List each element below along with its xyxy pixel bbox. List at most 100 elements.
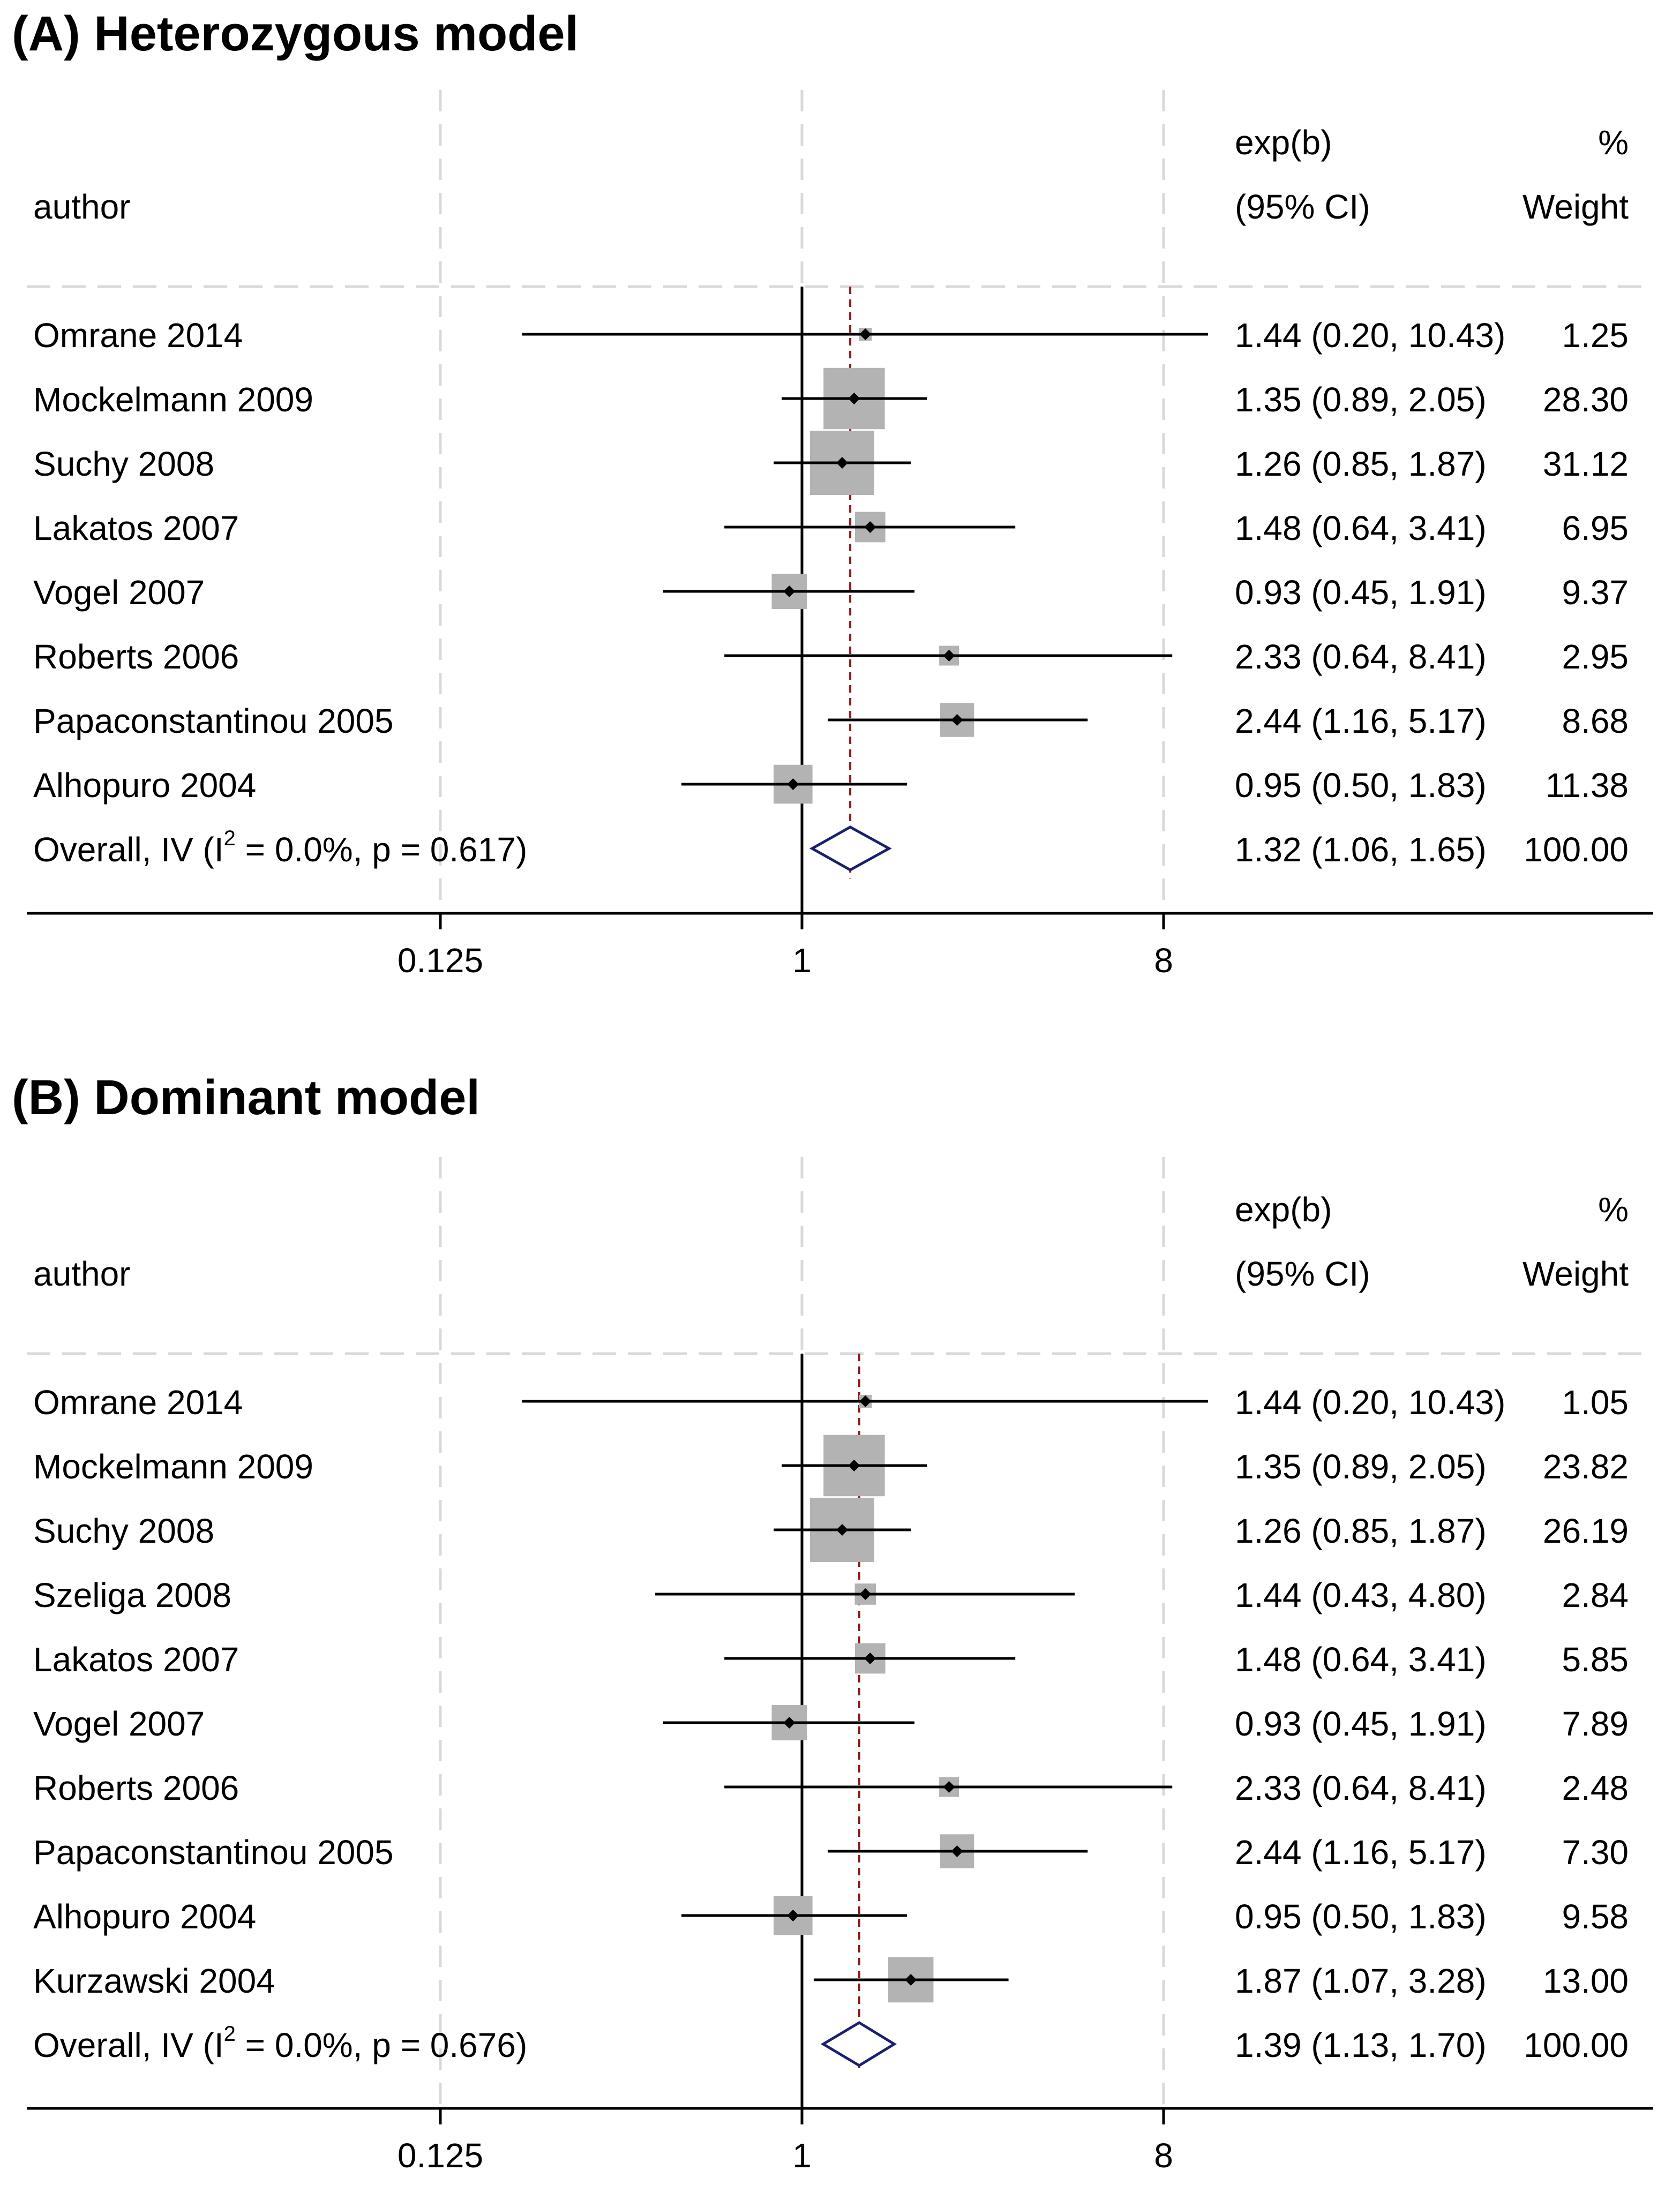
point-estimate-marker bbox=[951, 1845, 963, 1857]
panel-b-study-label: Lakatos 2007 bbox=[33, 1640, 239, 1679]
panel-a-study-weight-text: 31.12 bbox=[1543, 445, 1629, 483]
panel-b-header-study: author bbox=[33, 1255, 130, 1293]
panel-a-header-effect-2: (95% CI) bbox=[1235, 187, 1370, 226]
panel-b-overall-weight-text: 100.00 bbox=[1524, 2026, 1629, 2064]
overall-diamond bbox=[820, 2021, 897, 2067]
panel-b-study-ci-text: 1.44 (0.43, 4.80) bbox=[1235, 1576, 1487, 1614]
panel-a-study-weight-text: 9.37 bbox=[1562, 573, 1629, 612]
panel-b-study-weight-text: 1.05 bbox=[1562, 1383, 1629, 1422]
point-estimate-marker bbox=[836, 457, 849, 469]
panel-a-study-ci-text: 2.44 (1.16, 5.17) bbox=[1235, 702, 1487, 740]
panel-b-header-effect-1: exp(b) bbox=[1235, 1190, 1332, 1229]
panel-b-study-weight-text: 7.89 bbox=[1562, 1704, 1629, 1743]
panel-b-study-label: Szeliga 2008 bbox=[33, 1576, 231, 1614]
point-estimate-marker bbox=[905, 1974, 917, 1986]
panel-b-study-ci-text: 0.95 (0.50, 1.83) bbox=[1235, 1897, 1487, 1936]
panel-a-overall-label: Overall, IV (I2 = 0.0%, p = 0.617) bbox=[33, 827, 527, 869]
panel-a-x-tick-label-0125: 0.125 bbox=[398, 941, 483, 980]
panel-b-study-ci-text: 1.35 (0.89, 2.05) bbox=[1235, 1447, 1487, 1486]
panel-a-study-row: Roberts 2006 2.33 (0.64, 8.41) 2.95 bbox=[33, 637, 1629, 676]
point-estimate-marker bbox=[848, 393, 860, 404]
panel-b-study-label: Alhopuro 2004 bbox=[33, 1897, 256, 1936]
panel-a-study-label: Papaconstantinou 2005 bbox=[33, 702, 394, 740]
point-estimate-marker bbox=[864, 521, 876, 533]
panel-a-study-weight-text: 28.30 bbox=[1543, 380, 1629, 419]
panel-a-study-ci-text: 1.48 (0.64, 3.41) bbox=[1235, 509, 1487, 547]
point-estimate-marker bbox=[787, 1910, 799, 1921]
panel-b-study-ci-text: 1.87 (1.07, 3.28) bbox=[1235, 1962, 1487, 2000]
panel-b-study-row: Vogel 2007 0.93 (0.45, 1.91) 7.89 bbox=[33, 1704, 1629, 1743]
panel-b-study-weight-text: 2.48 bbox=[1562, 1769, 1629, 1807]
panel-b-study-row: Roberts 2006 2.33 (0.64, 8.41) 2.48 bbox=[33, 1769, 1629, 1807]
panel-b-header-effect-2: (95% CI) bbox=[1235, 1255, 1370, 1293]
panel-a-study-label: Lakatos 2007 bbox=[33, 509, 239, 547]
panel-b: (B) Dominant model exp(b) % author (95% … bbox=[12, 1070, 1653, 2175]
panel-a-study-ci-text: 2.33 (0.64, 8.41) bbox=[1235, 637, 1487, 676]
point-estimate-marker bbox=[943, 1781, 955, 1793]
panel-a-x-tick-label-8: 8 bbox=[1154, 941, 1173, 980]
panel-b-x-tick-label-0125: 0.125 bbox=[398, 2136, 483, 2175]
panel-a-study-weight-text: 6.95 bbox=[1562, 509, 1629, 547]
point-estimate-marker bbox=[859, 1588, 872, 1600]
panel-b-study-row: Mockelmann 2009 1.35 (0.89, 2.05) 23.82 bbox=[33, 1435, 1629, 1497]
panel-a-study-label: Omrane 2014 bbox=[33, 316, 243, 355]
panel-a-study-label: Alhopuro 2004 bbox=[33, 766, 256, 805]
panel-b-study-ci-text: 1.26 (0.85, 1.87) bbox=[1235, 1512, 1487, 1550]
panel-b-title: (B) Dominant model bbox=[12, 1070, 480, 1125]
panel-a-study-label: Vogel 2007 bbox=[33, 573, 205, 612]
panel-a-study-ci-text: 1.26 (0.85, 1.87) bbox=[1235, 445, 1487, 483]
panel-a-study-label: Mockelmann 2009 bbox=[33, 380, 313, 419]
panel-b-study-label: Papaconstantinou 2005 bbox=[33, 1833, 394, 1872]
point-estimate-marker bbox=[951, 714, 963, 726]
panel-a-study-weight-text: 8.68 bbox=[1562, 702, 1629, 740]
panel-a-header-study: author bbox=[33, 187, 130, 226]
panel-b-study-ci-text: 2.33 (0.64, 8.41) bbox=[1235, 1769, 1487, 1807]
panel-b-study-row: Alhopuro 2004 0.95 (0.50, 1.83) 9.58 bbox=[33, 1896, 1629, 1936]
point-estimate-marker bbox=[836, 1524, 849, 1536]
panel-a-study-row: Omrane 2014 1.44 (0.20, 10.43) 1.25 bbox=[33, 316, 1629, 355]
panel-b-header-weight-2: Weight bbox=[1522, 1255, 1629, 1293]
panel-a-overall-ci-text: 1.32 (1.06, 1.65) bbox=[1235, 830, 1487, 869]
panel-a-study-ci-text: 0.95 (0.50, 1.83) bbox=[1235, 766, 1487, 805]
panel-a-study-row: Vogel 2007 0.93 (0.45, 1.91) 9.37 bbox=[33, 573, 1629, 612]
panel-a-study-row: Alhopuro 2004 0.95 (0.50, 1.83) 11.38 bbox=[33, 764, 1629, 805]
panel-a-study-row: Papaconstantinou 2005 2.44 (1.16, 5.17) … bbox=[33, 702, 1629, 740]
panel-b-overall-label: Overall, IV (I2 = 0.0%, p = 0.676) bbox=[33, 2022, 527, 2064]
panel-b-study-weight-text: 5.85 bbox=[1562, 1640, 1629, 1679]
panel-b-study-label: Roberts 2006 bbox=[33, 1769, 239, 1807]
panel-b-study-label: Omrane 2014 bbox=[33, 1383, 243, 1422]
panel-b-study-ci-text: 1.44 (0.20, 10.43) bbox=[1235, 1383, 1505, 1422]
panel-b-x-tick-label-8: 8 bbox=[1154, 2136, 1173, 2175]
point-estimate-marker bbox=[783, 585, 796, 597]
panel-a-title: (A) Heterozygous model bbox=[12, 6, 579, 61]
panel-b-study-row: Omrane 2014 1.44 (0.20, 10.43) 1.05 bbox=[33, 1383, 1629, 1422]
panel-b-study-label: Suchy 2008 bbox=[33, 1512, 214, 1550]
panel-b-study-label: Vogel 2007 bbox=[33, 1704, 205, 1743]
panel-b-study-row: Papaconstantinou 2005 2.44 (1.16, 5.17) … bbox=[33, 1833, 1629, 1872]
panel-a-overall-row: Overall, IV (I2 = 0.0%, p = 0.617) 1.32 … bbox=[33, 825, 1629, 872]
panel-b-study-ci-text: 2.44 (1.16, 5.17) bbox=[1235, 1833, 1487, 1872]
panel-a-study-weight-text: 2.95 bbox=[1562, 637, 1629, 676]
panel-b-header-weight-1: % bbox=[1598, 1190, 1629, 1229]
panel-b-study-weight-text: 23.82 bbox=[1543, 1447, 1629, 1486]
panel-b-study-weight-text: 13.00 bbox=[1543, 1962, 1629, 2000]
point-estimate-marker bbox=[783, 1717, 796, 1729]
point-estimate-marker bbox=[859, 328, 872, 340]
panel-a-header-effect-1: exp(b) bbox=[1235, 123, 1332, 162]
panel-b-study-label: Mockelmann 2009 bbox=[33, 1447, 313, 1486]
panel-b-study-weight-text: 9.58 bbox=[1562, 1897, 1629, 1936]
panel-b-study-weight-text: 2.84 bbox=[1562, 1576, 1629, 1614]
panel-a-header-weight-2: Weight bbox=[1522, 187, 1629, 226]
panel-b-study-row: Lakatos 2007 1.48 (0.64, 3.41) 5.85 bbox=[33, 1640, 1629, 1679]
panel-a-overall-weight-text: 100.00 bbox=[1524, 830, 1629, 869]
panel-b-overall-row: Overall, IV (I2 = 0.0%, p = 0.676) 1.39 … bbox=[33, 2021, 1629, 2067]
panel-b-study-row: Szeliga 2008 1.44 (0.43, 4.80) 2.84 bbox=[33, 1576, 1629, 1614]
overall-diamond bbox=[809, 825, 892, 872]
panel-a-study-ci-text: 1.35 (0.89, 2.05) bbox=[1235, 380, 1487, 419]
point-estimate-marker bbox=[787, 778, 799, 790]
panel-b-study-row: Suchy 2008 1.26 (0.85, 1.87) 26.19 bbox=[33, 1498, 1629, 1562]
panel-a-header-weight-1: % bbox=[1598, 123, 1629, 162]
panel-a-study-label: Roberts 2006 bbox=[33, 637, 239, 676]
panel-b-study-weight-text: 26.19 bbox=[1543, 1512, 1629, 1550]
